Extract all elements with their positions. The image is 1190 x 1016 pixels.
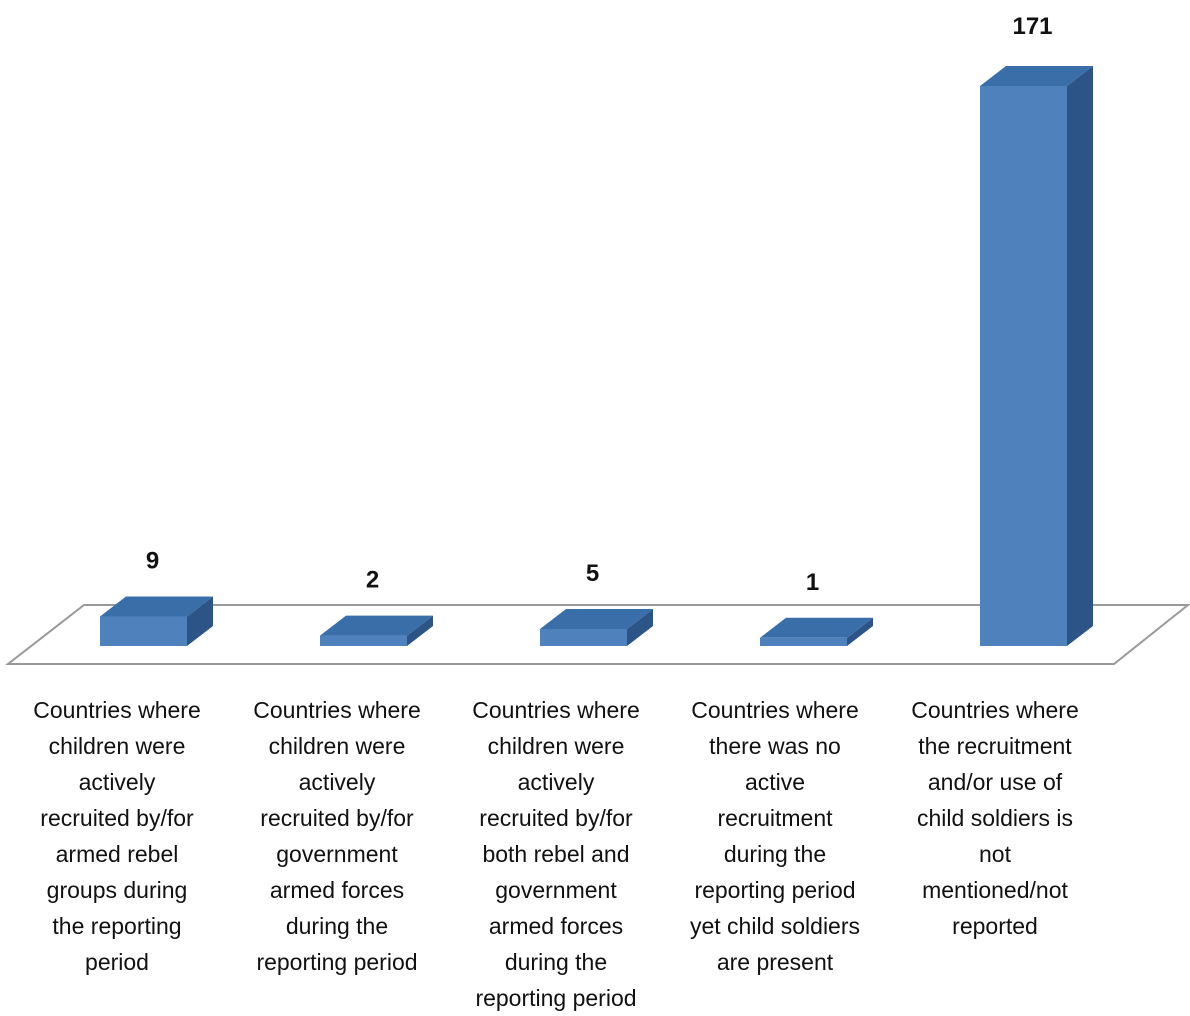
bar-front-face xyxy=(980,86,1067,646)
bars-group xyxy=(100,66,1093,646)
bar-top-face xyxy=(980,66,1093,86)
data-labels-group: 9 2 5 1 171 xyxy=(146,13,1053,596)
data-label-3: 5 xyxy=(586,560,599,587)
category-label-2: Countries where children were actively r… xyxy=(253,697,421,975)
bar-4 xyxy=(760,617,873,646)
bar-top-face xyxy=(760,617,873,638)
bar-front-face xyxy=(760,637,847,646)
bar-side-face xyxy=(187,596,213,646)
bar-side-face xyxy=(407,615,433,646)
data-label-2: 2 xyxy=(366,567,379,594)
data-label-5: 171 xyxy=(1012,13,1052,40)
bar-3 xyxy=(540,609,653,646)
category-label-4: Countries where there was no active recr… xyxy=(689,697,861,975)
bar-5 xyxy=(980,66,1093,646)
bar-top-face xyxy=(320,615,433,636)
bar-side-face xyxy=(1067,66,1093,646)
bar-2 xyxy=(320,615,433,646)
category-label-1: Countries where children were actively r… xyxy=(33,697,201,975)
category-label-5: Countries where the recruitment and/or u… xyxy=(911,697,1079,939)
data-label-1: 9 xyxy=(146,548,159,575)
bar-top-face xyxy=(100,596,213,617)
category-label-3: Countries where children were actively r… xyxy=(472,697,640,1011)
bar-side-face xyxy=(627,609,653,646)
bar-front-face xyxy=(540,629,627,646)
data-label-4: 1 xyxy=(806,569,819,596)
bar-top-face xyxy=(540,609,653,629)
bar-1 xyxy=(100,596,213,646)
bar-front-face xyxy=(320,635,407,646)
bar-side-face xyxy=(847,617,873,646)
bar-front-face xyxy=(100,616,187,646)
